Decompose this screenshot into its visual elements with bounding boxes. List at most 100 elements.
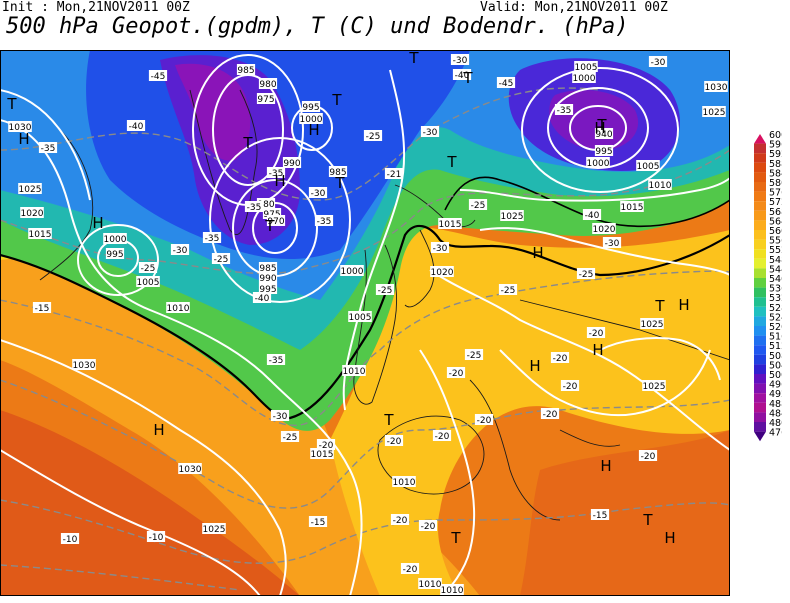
- legend-swatch: [754, 278, 766, 288]
- high-pressure-marker: H: [594, 119, 605, 137]
- temperature-label-bg: [554, 104, 574, 115]
- pressure-label-bg: [282, 157, 302, 168]
- temperature-field-hot-east: [520, 430, 730, 596]
- pressure-label-bg: [256, 198, 276, 209]
- temperature-label-bg: [496, 77, 516, 88]
- temperature-label: -35: [269, 169, 284, 179]
- pressure-label: 1000: [587, 159, 610, 169]
- legend-swatch: [754, 172, 766, 182]
- pressure-label: 1000: [300, 115, 323, 125]
- high-pressure-marker: H: [678, 296, 689, 314]
- pressure-label-bg: [258, 262, 278, 273]
- low-pressure-marker: T: [264, 217, 275, 235]
- temperature-label: -45: [151, 72, 166, 82]
- temperature-label-bg: [446, 367, 466, 378]
- pressure-label-bg: [440, 584, 464, 595]
- legend-swatch: [754, 201, 766, 211]
- pressure-label-bg: [105, 248, 125, 259]
- pressure-labels: 1030 1025 1020 1015 1000 995 1005 1010 1030 1030 1…: [8, 61, 728, 596]
- legend-label: 564: [769, 216, 782, 227]
- temperature-label-bg: [270, 410, 290, 421]
- temperature-label: -20: [421, 522, 436, 532]
- temperature-label: -25: [214, 255, 229, 265]
- pressure-label: 980: [257, 200, 274, 210]
- temperature-label: -30: [651, 58, 666, 68]
- temperature-label-bg: [266, 354, 286, 365]
- pressure-label-bg: [574, 61, 598, 72]
- high-pressure-marker: H: [592, 341, 603, 359]
- legend-swatch: [754, 143, 766, 154]
- temperature-label: -10: [63, 535, 78, 545]
- legend-label: 540: [769, 274, 782, 285]
- temperature-label-bg: [170, 244, 190, 255]
- pressure-label: 1030: [705, 83, 728, 93]
- pressure-label: 990: [283, 159, 300, 169]
- pressure-label: 985: [259, 264, 276, 274]
- legend-label: 588: [769, 159, 782, 170]
- pressure-label: 975: [257, 95, 274, 105]
- legend-swatch: [754, 316, 766, 326]
- high-pressure-marker: H: [664, 529, 675, 547]
- legend-swatch: [754, 297, 766, 307]
- temperature-label: -25: [467, 351, 482, 361]
- temperature-label: -20: [435, 432, 450, 442]
- weather-map: 1030 1025 1020 1015 1000 995 1005 1010 1030 1030 1…: [0, 50, 730, 596]
- low-pressure-marker: T: [6, 95, 17, 113]
- temperature-label-bg: [418, 520, 438, 531]
- legend-swatch: [754, 335, 766, 346]
- pressure-label: 1010: [419, 580, 442, 590]
- legend-label: 572: [769, 197, 782, 208]
- legend-swatch: [754, 287, 766, 298]
- temperature-field-hot: [0, 410, 300, 596]
- pressure-label: 1005: [575, 63, 598, 73]
- temperature-label-bg: [576, 268, 596, 279]
- pressure-label-bg: [236, 64, 256, 75]
- pressure-label-bg: [28, 228, 52, 239]
- temperature-label: -40: [129, 122, 144, 132]
- pressure-label: 1030: [179, 465, 202, 475]
- legend-swatch: [754, 239, 766, 250]
- legend-label: 492: [769, 389, 782, 400]
- pressure-label-bg: [256, 93, 276, 104]
- legend-label: 592: [769, 149, 782, 160]
- low-pressure-marker: T: [450, 529, 461, 547]
- legend-label: 504: [769, 360, 782, 371]
- legend-swatch: [754, 182, 766, 192]
- legend-label: 528: [769, 303, 782, 314]
- legend-swatch: [754, 383, 766, 394]
- temperature-label-bg: [375, 284, 395, 295]
- legend-swatch: [754, 258, 766, 269]
- temperature-label-bg: [464, 349, 484, 360]
- low-pressure-marker: T: [383, 411, 394, 429]
- pressure-label: 1025: [501, 212, 524, 222]
- pressure-label-bg: [392, 476, 416, 487]
- temperature-label-bg: [202, 232, 222, 243]
- legend-label: 600: [769, 130, 782, 141]
- pressure-label: 995: [259, 285, 276, 295]
- temperature-label-bg: [211, 253, 231, 264]
- pressure-label: 1015: [311, 450, 334, 460]
- temperature-label-bg: [560, 380, 580, 391]
- high-pressure-marker: H: [532, 244, 543, 262]
- temperature-label-bg: [384, 435, 404, 446]
- pressure-label: 1010: [167, 304, 190, 314]
- temperature-label-bg: [363, 130, 383, 141]
- legend-swatch: [754, 354, 766, 365]
- temperature-label-bg: [308, 516, 328, 527]
- temperature-label: -30: [311, 189, 326, 199]
- pressure-label-bg: [262, 208, 282, 219]
- temperature-label: -40: [255, 294, 270, 304]
- high-pressure-marker: H: [153, 421, 164, 439]
- pressure-label: 1005: [137, 278, 160, 288]
- temperature-label: -20: [543, 410, 558, 420]
- legend-swatch: [754, 210, 766, 221]
- init-timestamp: Init : Mon,21NOV2011 00Z: [2, 0, 190, 15]
- pressure-label-bg: [586, 157, 610, 168]
- legend-label: 548: [769, 255, 782, 266]
- pressure-label: 1010: [441, 586, 464, 596]
- temperature-label-bg: [602, 237, 622, 248]
- pressure-label: 1015: [29, 230, 52, 240]
- pressure-label: 1025: [643, 382, 666, 392]
- temperature-label-bg: [452, 69, 472, 80]
- map-frame: [0, 50, 730, 596]
